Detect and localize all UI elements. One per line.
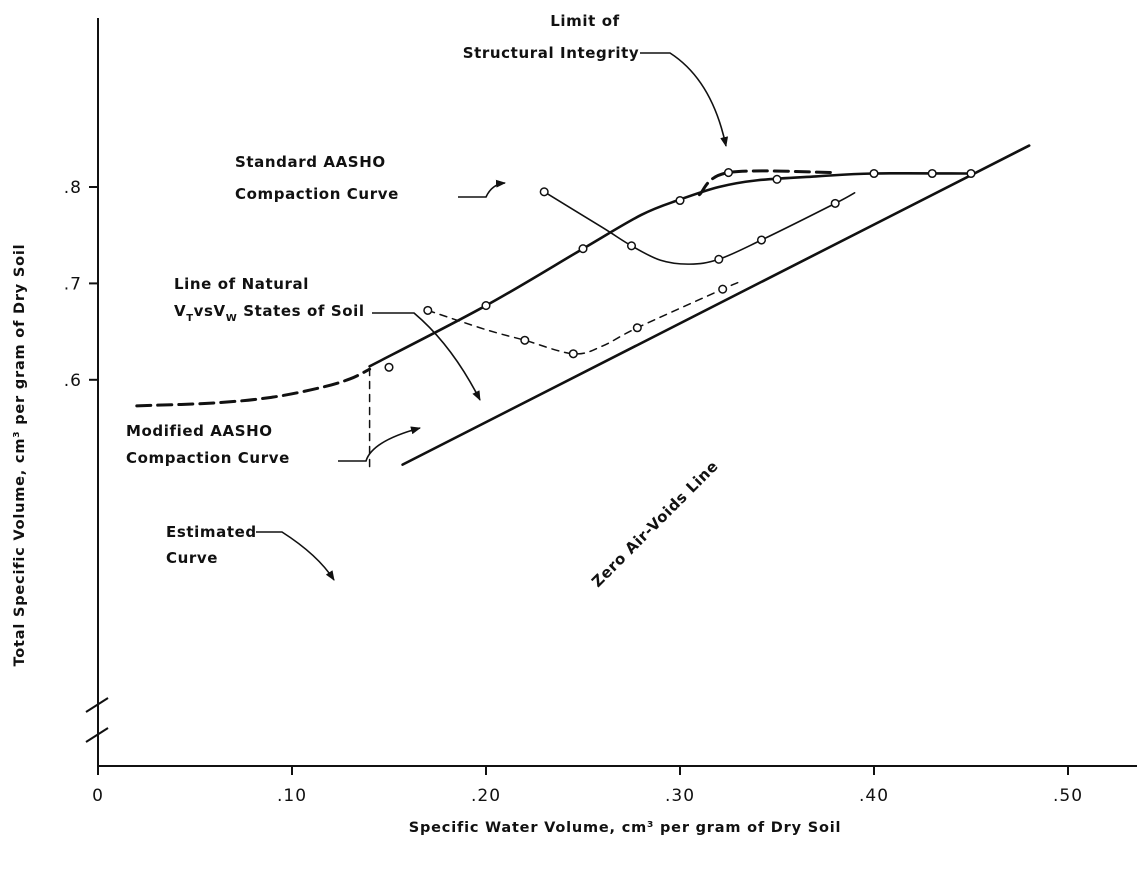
svg-text:Compaction Curve: Compaction Curve <box>235 185 399 203</box>
y-tick-label: .6 <box>64 371 82 391</box>
data-point-standard <box>756 235 767 245</box>
arrow-standard <box>458 179 506 198</box>
series-line-natural <box>368 171 973 368</box>
data-point-modified <box>423 305 433 315</box>
data-point-modified <box>718 284 728 294</box>
arrow-natural <box>372 312 481 401</box>
annotation-standard-aasho: Standard AASHO Compaction Curve <box>235 153 506 203</box>
svg-text:Compaction Curve: Compaction Curve <box>126 449 290 467</box>
x-tick-label: .40 <box>859 786 889 806</box>
axis-break-mark <box>85 697 109 713</box>
data-point-limit <box>723 167 734 178</box>
x-tick-label: 0 <box>92 786 104 806</box>
data-point-standard <box>539 187 549 197</box>
arrow-limit <box>640 52 729 147</box>
x-tick-label: .30 <box>665 786 695 806</box>
data-point-modified <box>568 349 578 359</box>
x-axis-label: Specific Water Volume, cm³ per gram of D… <box>409 820 842 836</box>
data-point-natural <box>578 244 588 254</box>
svg-text:Limit of: Limit of <box>550 12 620 30</box>
data-point-natural <box>384 362 394 372</box>
annotation-estimated-curve: Estimated Curve <box>166 523 335 581</box>
axis-break-mark <box>85 727 109 743</box>
data-point-standard <box>714 254 724 264</box>
data-point-natural <box>675 195 685 206</box>
data-point-natural <box>772 174 782 184</box>
data-point-standard <box>626 241 637 251</box>
data-point-standard <box>830 198 840 208</box>
y-axis-label: Total Specific Volume, cm³ per gram of D… <box>12 244 28 667</box>
data-point-natural <box>927 168 937 179</box>
x-tick-label: .20 <box>471 786 501 806</box>
y-tick-label: .8 <box>64 178 82 198</box>
data-point-modified <box>632 323 642 333</box>
svg-text:Modified AASHO: Modified AASHO <box>126 422 273 440</box>
annotation-zero-air-voids: Zero Air-Voids Line <box>588 457 722 591</box>
data-point-natural <box>481 301 491 311</box>
series-line-zero-air-voids <box>401 144 1031 466</box>
svg-text:Estimated: Estimated <box>166 523 257 541</box>
y-tick-label: .7 <box>64 274 82 294</box>
annotation-modified-aasho: Modified AASHO Compaction Curve <box>126 422 421 467</box>
svg-text:Curve: Curve <box>166 549 218 567</box>
series-line-modified <box>427 281 739 355</box>
x-tick-label: .50 <box>1053 786 1083 806</box>
arrow-estimated <box>256 531 335 581</box>
data-point-modified <box>520 335 530 345</box>
series-line-limit <box>697 169 837 197</box>
series-line-standard <box>543 191 856 265</box>
svg-text:Standard AASHO: Standard AASHO <box>235 153 386 171</box>
series-line-estimated <box>135 367 372 408</box>
data-point-natural <box>966 168 976 179</box>
svg-text:Line of Natural: Line of Natural <box>174 275 309 293</box>
annotation-limit-structural-integrity: Limit of Structural Integrity <box>463 12 729 147</box>
annotation-line-of-natural: Line of Natural VTvsVW States of Soil <box>174 275 481 401</box>
svg-text:VTvsVW States of Soil: VTvsVW States of Soil <box>174 302 365 324</box>
x-tick-label: .10 <box>277 786 307 806</box>
arrow-modified <box>338 426 421 462</box>
data-point-natural <box>869 168 879 179</box>
svg-text:Structural Integrity: Structural Integrity <box>463 44 640 62</box>
